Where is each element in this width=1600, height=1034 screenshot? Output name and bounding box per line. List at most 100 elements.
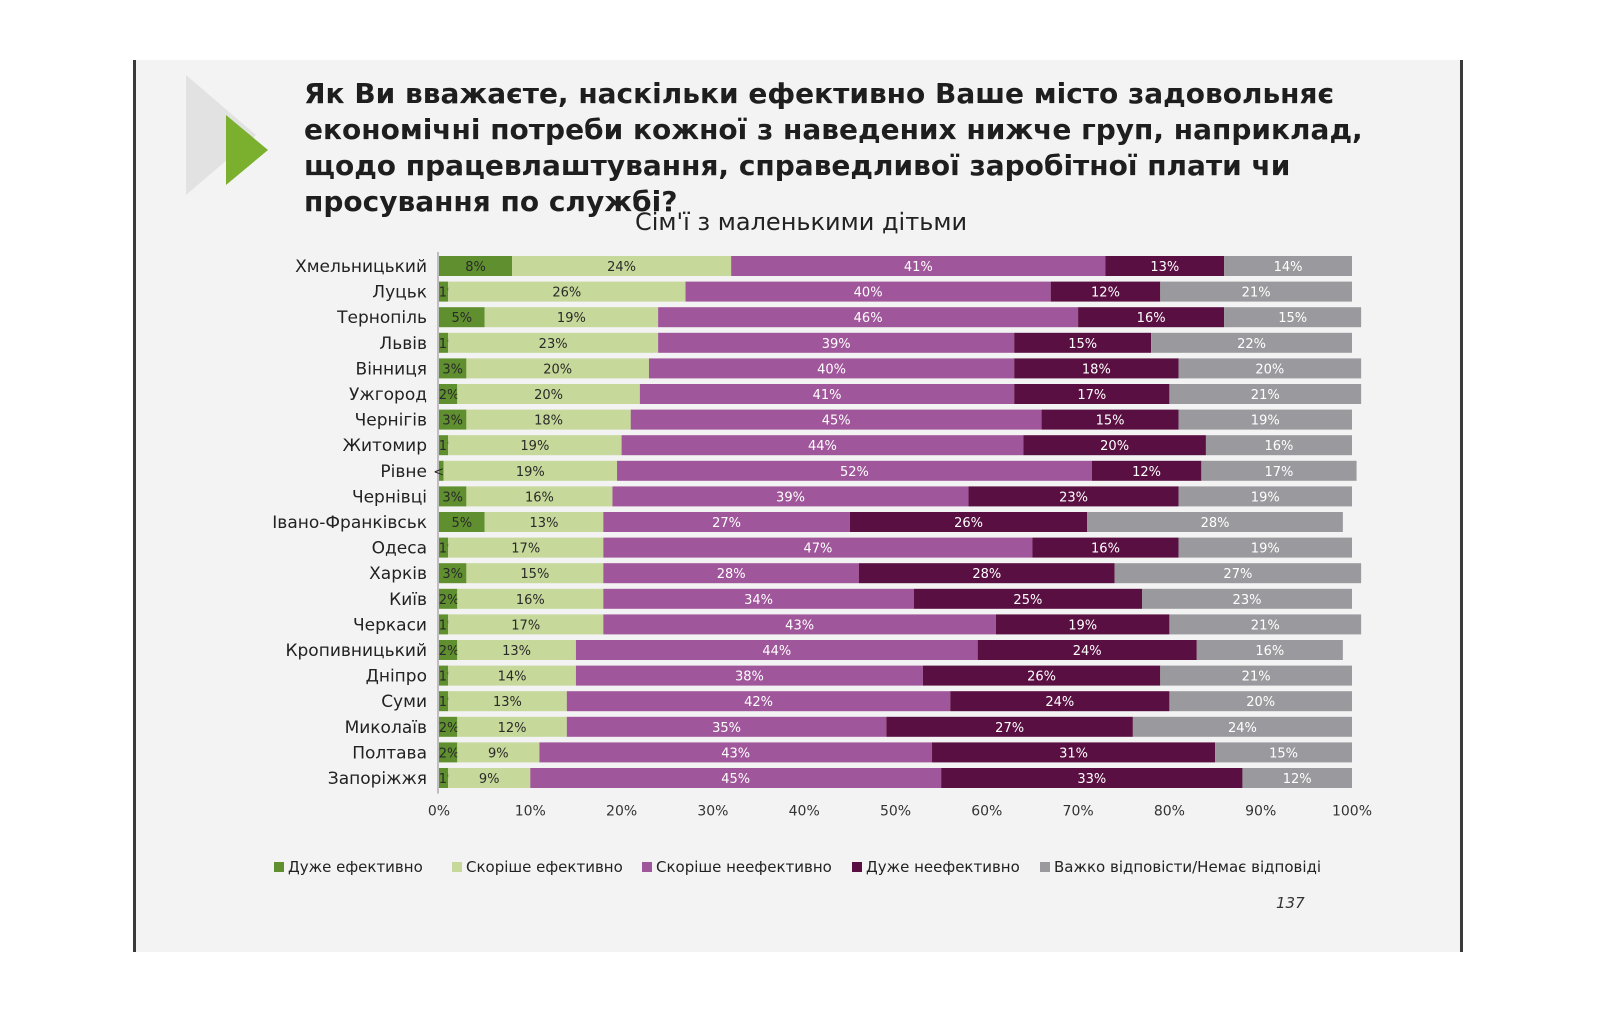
bar-segment-4 (858, 563, 1115, 584)
data-label: 42% (744, 695, 773, 710)
bar-segment-2 (466, 409, 631, 430)
bar-segment-1 (439, 588, 458, 609)
data-label: 8% (465, 260, 486, 275)
data-label: 27% (712, 516, 741, 531)
bar-segment-4 (932, 742, 1216, 763)
data-label: 3% (442, 567, 463, 582)
data-label: 19% (520, 439, 549, 454)
bar-segment-4 (1023, 435, 1206, 456)
bar-segment-3 (630, 409, 1042, 430)
data-label: 35% (712, 721, 741, 736)
data-label: 16% (1137, 311, 1166, 326)
bar-segment-5 (1224, 307, 1362, 328)
chart-title: Сім'ї з маленькими дітьми (635, 208, 967, 236)
bar-segment-1 (439, 256, 513, 276)
bar-segment-4 (968, 486, 1179, 507)
bar-segment-3 (603, 563, 859, 584)
x-tick-label: 30% (697, 804, 728, 820)
data-label: 15% (520, 567, 549, 582)
data-label: 13% (1150, 260, 1179, 275)
bar-segment-1 (439, 460, 444, 481)
bar-segment-1 (439, 281, 449, 302)
bar-segment-4 (1014, 332, 1152, 353)
bar-segment-3 (617, 460, 1092, 481)
bar-segment-4 (913, 588, 1143, 609)
legend-скоріше-неефективно: Скоріше неефективно (656, 858, 832, 876)
bar-segment-3 (648, 358, 1015, 379)
bar-segment-5 (1242, 768, 1352, 788)
bar-segment-1 (439, 409, 467, 430)
data-label: 19% (1068, 618, 1097, 633)
data-label: 39% (822, 337, 851, 352)
x-tick-label: 60% (971, 804, 1002, 820)
data-label: 23% (1233, 593, 1262, 608)
bar-segment-3 (566, 716, 887, 737)
bar-segment-2 (457, 742, 540, 763)
data-label: 2% (439, 593, 460, 608)
category-label: Запоріжжя (328, 769, 427, 789)
bar-segment-3 (603, 537, 1033, 558)
bar-segment-5 (1169, 384, 1362, 404)
data-label: 3% (442, 490, 463, 505)
bar-segment-4 (1078, 307, 1225, 328)
data-label: 15% (1096, 414, 1125, 429)
x-tick-label: 20% (606, 804, 637, 820)
data-label: 45% (721, 772, 750, 787)
bar-segment-5 (1224, 256, 1352, 276)
data-label: 19% (1251, 414, 1280, 429)
data-label: 52% (840, 465, 869, 480)
data-label: 16% (525, 490, 554, 505)
legend-swatch (452, 862, 462, 872)
category-label: Дніпро (366, 667, 427, 687)
legend-скоріше-ефективно: Скоріше ефективно (466, 858, 623, 876)
stacked-bar-chart: Сім'ї з маленькими дітьми Хмельницький 8% 2… (272, 208, 1372, 876)
category-label: Чернівці (352, 487, 427, 507)
data-label: 26% (954, 516, 983, 531)
data-label: 20% (1100, 439, 1129, 454)
data-label: 20% (1246, 695, 1275, 710)
data-label: 20% (543, 362, 572, 377)
bar-segment-4 (941, 768, 1243, 788)
data-label: 39% (776, 490, 805, 505)
data-label: 25% (1013, 593, 1042, 608)
data-label: 28% (717, 567, 746, 582)
data-label: 43% (785, 618, 814, 633)
bar-segment-5 (1169, 691, 1352, 712)
data-label: 16% (516, 593, 545, 608)
bar-segment-1 (439, 358, 467, 379)
bar-segment-4 (995, 614, 1170, 635)
data-label: 13% (502, 644, 531, 659)
bar-segment-5 (1201, 460, 1357, 481)
data-label: 18% (1082, 362, 1111, 377)
bar-segment-5 (1178, 486, 1352, 507)
bar-segment-1 (439, 716, 458, 737)
bar-segment-4 (977, 640, 1197, 660)
bar-segment-3 (539, 742, 933, 763)
bar-segment-1 (439, 768, 449, 788)
data-label: 27% (1223, 567, 1252, 582)
category-label: Кропивницький (285, 641, 427, 661)
data-label: 12% (1132, 465, 1161, 480)
data-label: 40% (854, 286, 883, 301)
bar-segment-5 (1196, 640, 1343, 660)
bar-segment-5 (1087, 512, 1343, 532)
x-tick-label: 50% (880, 804, 911, 820)
data-label: 2% (439, 721, 460, 736)
bar-segment-4 (886, 716, 1133, 737)
bar-segment-5 (1142, 588, 1352, 609)
bar-segment-2 (466, 563, 604, 584)
bar-segment-3 (575, 665, 923, 686)
bar-segment-1 (439, 640, 458, 660)
bar-segment-4 (1014, 358, 1179, 379)
data-label: 28% (972, 567, 1001, 582)
data-label: 19% (1251, 542, 1280, 557)
category-label: Суми (381, 692, 427, 712)
bar-segment-3 (658, 332, 1015, 353)
bar-segment-2 (512, 256, 732, 276)
data-label: 47% (803, 542, 832, 557)
data-label: 24% (1073, 644, 1102, 659)
category-label: Чернігів (355, 411, 427, 431)
category-label: Хмельницький (295, 257, 427, 277)
data-label: 23% (1059, 490, 1088, 505)
bar-segment-5 (1178, 409, 1352, 430)
